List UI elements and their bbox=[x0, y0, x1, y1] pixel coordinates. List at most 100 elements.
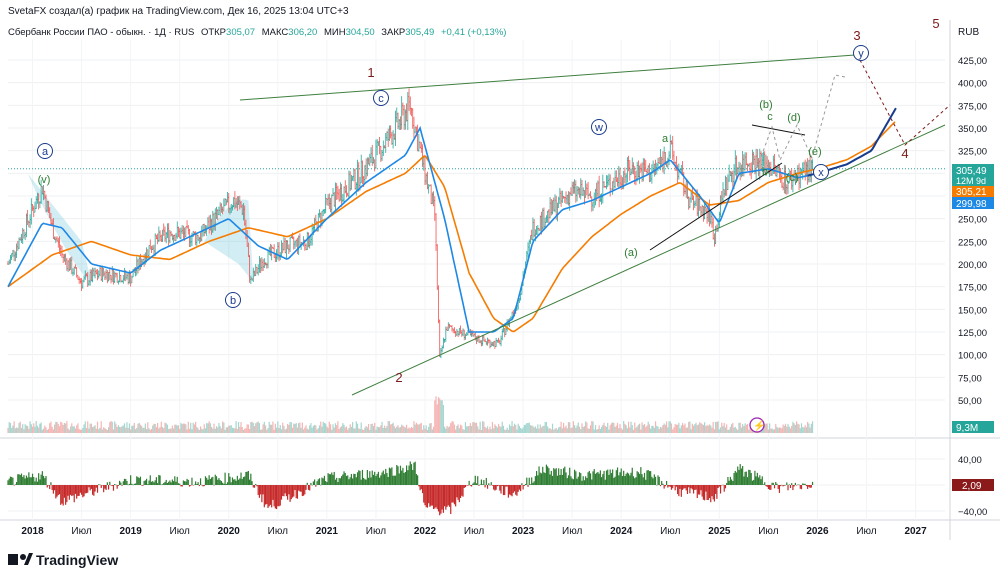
oscillator-bar bbox=[810, 485, 812, 488]
oscillator-bar bbox=[808, 485, 810, 487]
volume-bar bbox=[738, 422, 740, 433]
volume-bar bbox=[792, 421, 794, 433]
volume-bar bbox=[705, 426, 707, 433]
volume-bar bbox=[521, 428, 523, 433]
oscillator-bar bbox=[364, 479, 366, 485]
volume-bar bbox=[139, 424, 142, 433]
oscillator-bar bbox=[272, 485, 274, 500]
oscillator-bar bbox=[558, 468, 560, 485]
volume-bar bbox=[704, 422, 706, 433]
volume-bar bbox=[85, 428, 88, 433]
oscillator-bar bbox=[115, 484, 117, 486]
oscillator-bar bbox=[228, 473, 230, 485]
oscillator-bar bbox=[587, 472, 589, 485]
oscillator-bar bbox=[415, 474, 418, 485]
volume-bar bbox=[506, 427, 508, 433]
oscillator-bar bbox=[278, 485, 280, 507]
oscillator-bar bbox=[753, 479, 755, 485]
oscillator-bar bbox=[652, 478, 654, 485]
grid bbox=[0, 20, 1000, 540]
wave-label: x bbox=[818, 167, 824, 179]
oscillator-bar bbox=[458, 485, 460, 503]
oscillator-bar bbox=[777, 485, 779, 490]
oscillator-bar bbox=[96, 485, 99, 493]
oscillator-bar bbox=[515, 485, 517, 495]
volume-bar bbox=[80, 429, 83, 433]
volume-bar bbox=[791, 425, 793, 433]
volume-bar bbox=[88, 428, 90, 433]
oscillator-bar bbox=[223, 483, 225, 485]
oscillator-bar bbox=[275, 485, 278, 510]
volume-bar bbox=[418, 424, 420, 433]
oscillator-bar bbox=[572, 479, 574, 485]
oscillator-bar bbox=[496, 485, 498, 487]
volume-bar bbox=[376, 426, 378, 433]
oscillator-bar bbox=[249, 479, 251, 485]
volume-bar bbox=[342, 423, 344, 433]
oscillator-bar bbox=[374, 471, 376, 485]
oscillator-pane bbox=[7, 461, 814, 516]
oscillator-bar bbox=[483, 480, 485, 485]
volume-bar bbox=[631, 425, 633, 433]
oscillator-bar bbox=[408, 465, 410, 485]
volume-bar bbox=[592, 421, 594, 433]
oscillator-bar bbox=[796, 485, 798, 486]
x-tick-label: Июл bbox=[856, 526, 876, 537]
oscillator-bar bbox=[440, 485, 442, 514]
oscillator-bar bbox=[250, 473, 252, 485]
oscillator-bar bbox=[239, 478, 241, 485]
volume-bar bbox=[505, 429, 507, 433]
volume-bar bbox=[599, 429, 601, 433]
oscillator-bar bbox=[551, 475, 554, 485]
volume-bar bbox=[51, 426, 53, 433]
volume-bar bbox=[742, 424, 744, 433]
volume-bar bbox=[473, 422, 475, 433]
oscillator-bar bbox=[723, 485, 725, 492]
oscillator-bar bbox=[705, 485, 707, 492]
volume-bar bbox=[710, 425, 712, 433]
oscillator-bar bbox=[624, 476, 626, 485]
wave-label: a bbox=[662, 133, 669, 145]
oscillator-bar bbox=[756, 472, 758, 485]
oscillator-bar bbox=[34, 481, 36, 485]
y-tick-label: 100,00 bbox=[958, 351, 987, 362]
volume-bar bbox=[439, 398, 441, 433]
volume-bar bbox=[409, 428, 411, 433]
volume-bar bbox=[177, 425, 180, 433]
oscillator-bar bbox=[315, 485, 317, 487]
oscillator-bar bbox=[798, 484, 800, 486]
volume-bar bbox=[344, 427, 346, 433]
volume-bar bbox=[805, 427, 808, 433]
oscillator-bar bbox=[240, 472, 242, 485]
volume-bar bbox=[684, 423, 686, 433]
volume-bar bbox=[393, 426, 395, 433]
volume-bar bbox=[524, 424, 527, 433]
volume-bar bbox=[121, 426, 123, 433]
volume-bar bbox=[431, 429, 433, 433]
oscillator-bar bbox=[172, 481, 175, 485]
oscillator-bar bbox=[394, 475, 397, 485]
volume-bar bbox=[355, 421, 357, 433]
oscillator-bar bbox=[432, 485, 435, 510]
oscillator-bar bbox=[420, 485, 422, 490]
wave-label: 3 bbox=[853, 28, 860, 43]
oscillator-bar bbox=[708, 485, 711, 499]
oscillator-bar bbox=[44, 478, 46, 485]
oscillator-bar bbox=[255, 483, 257, 485]
oscillator-bar bbox=[707, 485, 709, 501]
volume-bar bbox=[426, 429, 429, 433]
oscillator-bar bbox=[343, 471, 345, 485]
event-icon[interactable]: ⚡ bbox=[749, 417, 765, 433]
oscillator-bar bbox=[657, 475, 659, 485]
oscillator-bar bbox=[485, 477, 487, 485]
volume-bar bbox=[171, 425, 173, 433]
volume-bar bbox=[237, 422, 240, 433]
oscillator-bar bbox=[203, 485, 205, 487]
volume-bar bbox=[701, 424, 703, 433]
oscillator-bar bbox=[697, 485, 700, 495]
oscillator-bar bbox=[596, 472, 598, 485]
oscillator-bar bbox=[387, 476, 389, 485]
volume-bar bbox=[380, 425, 382, 433]
oscillator-bar bbox=[46, 485, 48, 488]
